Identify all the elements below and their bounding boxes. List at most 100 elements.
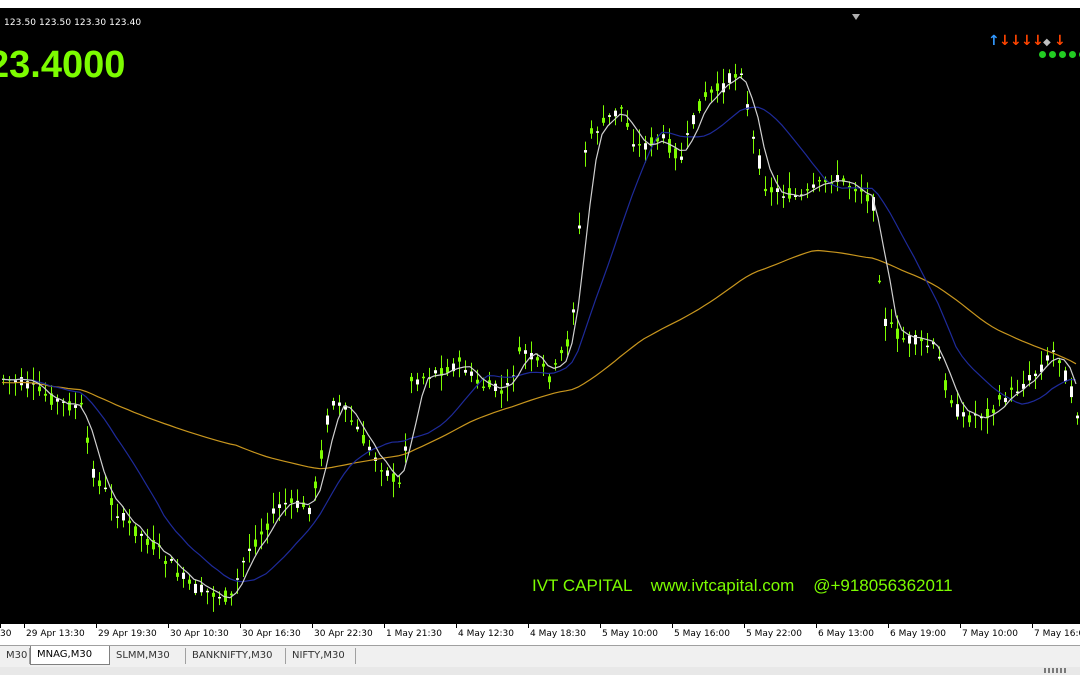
candle-body xyxy=(866,194,869,202)
time-axis-tick xyxy=(96,624,97,628)
candle-body xyxy=(296,500,299,508)
candle-body xyxy=(1052,350,1055,352)
signal-indicator-panel: ↑ ↓ ↓ ↓ ↓ ◆ ↓ xyxy=(986,34,1080,62)
candle-body xyxy=(188,579,191,584)
time-axis-tick xyxy=(528,624,529,628)
resize-grip-icon[interactable] xyxy=(1044,668,1068,673)
candle-body xyxy=(626,123,629,127)
candle-body xyxy=(116,516,119,518)
candle-body xyxy=(128,520,131,524)
candle-body xyxy=(476,379,479,384)
candle-body xyxy=(536,357,539,361)
signal-dot-icon xyxy=(1049,51,1056,58)
current-price-display: 23.4000 xyxy=(0,44,126,86)
candle-body xyxy=(662,134,665,139)
candle-body xyxy=(122,513,125,521)
candle-body xyxy=(710,89,713,93)
candle-body xyxy=(908,335,911,344)
candle-body xyxy=(314,481,317,489)
candle-body xyxy=(290,498,293,503)
signal-arrow-down-icon: ↓ xyxy=(1021,33,1033,49)
candle-body xyxy=(410,376,413,382)
candle-body xyxy=(344,405,347,410)
time-axis-tick xyxy=(240,624,241,628)
chart-tab-bar: M30 MNAG,M30 SLMM,M30 BANKNIFTY,M30 NIFTY,M3… xyxy=(0,645,1080,668)
candle-body xyxy=(920,338,923,342)
candle-body xyxy=(656,137,659,142)
time-axis-label: 6 May 19:00 xyxy=(890,629,946,639)
candle-body xyxy=(980,416,983,419)
candle-body xyxy=(728,73,731,83)
time-axis-label: 4 May 12:30 xyxy=(458,629,514,639)
time-axis-label: 4 May 18:30 xyxy=(530,629,586,639)
moving-average-mid-line xyxy=(1,106,1077,583)
candle-body xyxy=(896,328,899,339)
candle-body xyxy=(914,335,917,345)
candle-body xyxy=(608,115,611,117)
candle-body xyxy=(776,188,779,193)
signal-arrow-down-icon: ↓ xyxy=(1032,33,1044,49)
candle-body xyxy=(356,426,359,430)
candle-body xyxy=(332,400,335,406)
candle-body xyxy=(140,533,143,536)
candle-body xyxy=(1034,373,1037,377)
chart-tab-nifty-m30[interactable]: NIFTY,M30 xyxy=(286,648,356,664)
candle-body xyxy=(74,405,77,408)
candle-body xyxy=(746,104,749,110)
candle-body xyxy=(212,592,215,597)
candle-body xyxy=(638,144,641,146)
candle-body xyxy=(92,468,95,478)
candle-body xyxy=(434,370,437,374)
candle-body xyxy=(818,179,821,182)
candle-body xyxy=(422,376,425,379)
candle-body xyxy=(440,368,443,376)
candle-body xyxy=(68,401,71,411)
candle-body xyxy=(20,377,23,386)
price-chart[interactable]: 123.50 123.50 123.30 123.40 23.4000 IVT … xyxy=(0,8,1080,623)
candle-body xyxy=(170,559,173,561)
candle-body xyxy=(368,446,371,451)
chart-shift-marker-icon[interactable] xyxy=(852,14,860,20)
chart-tab-m30[interactable]: M30 xyxy=(0,648,30,664)
candle-body xyxy=(686,133,689,135)
candle-body xyxy=(278,504,281,508)
candle-body xyxy=(104,487,107,490)
candle-body xyxy=(458,357,461,362)
candle-body xyxy=(590,128,593,134)
time-axis-tick xyxy=(0,624,1,628)
candle-body xyxy=(14,380,17,383)
candle-body xyxy=(740,73,743,76)
candle-body xyxy=(272,508,275,514)
candle-body xyxy=(548,376,551,383)
candle-body xyxy=(404,446,407,451)
candle-body xyxy=(200,584,203,593)
chart-tab-mnag-m30[interactable]: MNAG,M30 xyxy=(30,646,110,665)
candle-body xyxy=(248,548,251,551)
chart-tab-banknifty-m30[interactable]: BANKNIFTY,M30 xyxy=(186,648,286,664)
candle-body xyxy=(752,136,755,139)
candle-body xyxy=(998,395,1001,400)
candle-body xyxy=(704,92,707,97)
chart-tab-slmm-m30[interactable]: SLMM,M30 xyxy=(110,648,186,664)
candle-body xyxy=(482,386,485,389)
candle-body xyxy=(794,195,797,197)
candle-body xyxy=(206,590,209,593)
candle-body xyxy=(824,179,827,183)
candle-body xyxy=(386,470,389,476)
time-axis-label: 29 Apr 19:30 xyxy=(98,629,157,639)
candle-body xyxy=(902,338,905,340)
candle-body xyxy=(62,401,65,403)
candle-body xyxy=(134,526,137,537)
candle-body xyxy=(236,578,239,580)
candle-body xyxy=(986,408,989,419)
time-axis-label: 5 May 16:00 xyxy=(674,629,730,639)
candle-body xyxy=(326,415,329,425)
candle-body xyxy=(242,560,245,563)
time-axis-label: 6 May 13:00 xyxy=(818,629,874,639)
candle-body xyxy=(860,189,863,192)
candle-body xyxy=(992,409,995,413)
candle-body xyxy=(944,380,947,391)
candle-body xyxy=(836,175,839,182)
candle-body xyxy=(1022,383,1025,389)
candle-body xyxy=(38,386,41,392)
